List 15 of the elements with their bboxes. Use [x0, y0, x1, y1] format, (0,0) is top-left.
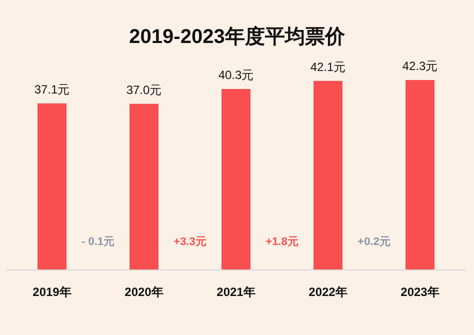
- data-label: 42.3元: [402, 59, 438, 73]
- chart-title: 2019-2023年度平均票价: [129, 25, 346, 48]
- data-label: 42.1元: [310, 60, 346, 74]
- data-label: 37.1元: [34, 82, 70, 96]
- data-label: 40.3元: [218, 68, 254, 82]
- x-tick-label: 2020年: [124, 285, 164, 299]
- data-label: 37.0元: [126, 82, 162, 97]
- annotation: +3.3元: [174, 236, 206, 248]
- annotation: +0.2元: [358, 236, 390, 248]
- x-tick-label: 2023年: [400, 285, 440, 299]
- annotation: +1.8元: [266, 236, 298, 248]
- x-tick-label: 2019年: [32, 285, 72, 299]
- x-tick-label: 2021年: [216, 285, 256, 299]
- x-tick-label: 2022年: [308, 285, 348, 299]
- annotation: - 0.1元: [81, 236, 115, 248]
